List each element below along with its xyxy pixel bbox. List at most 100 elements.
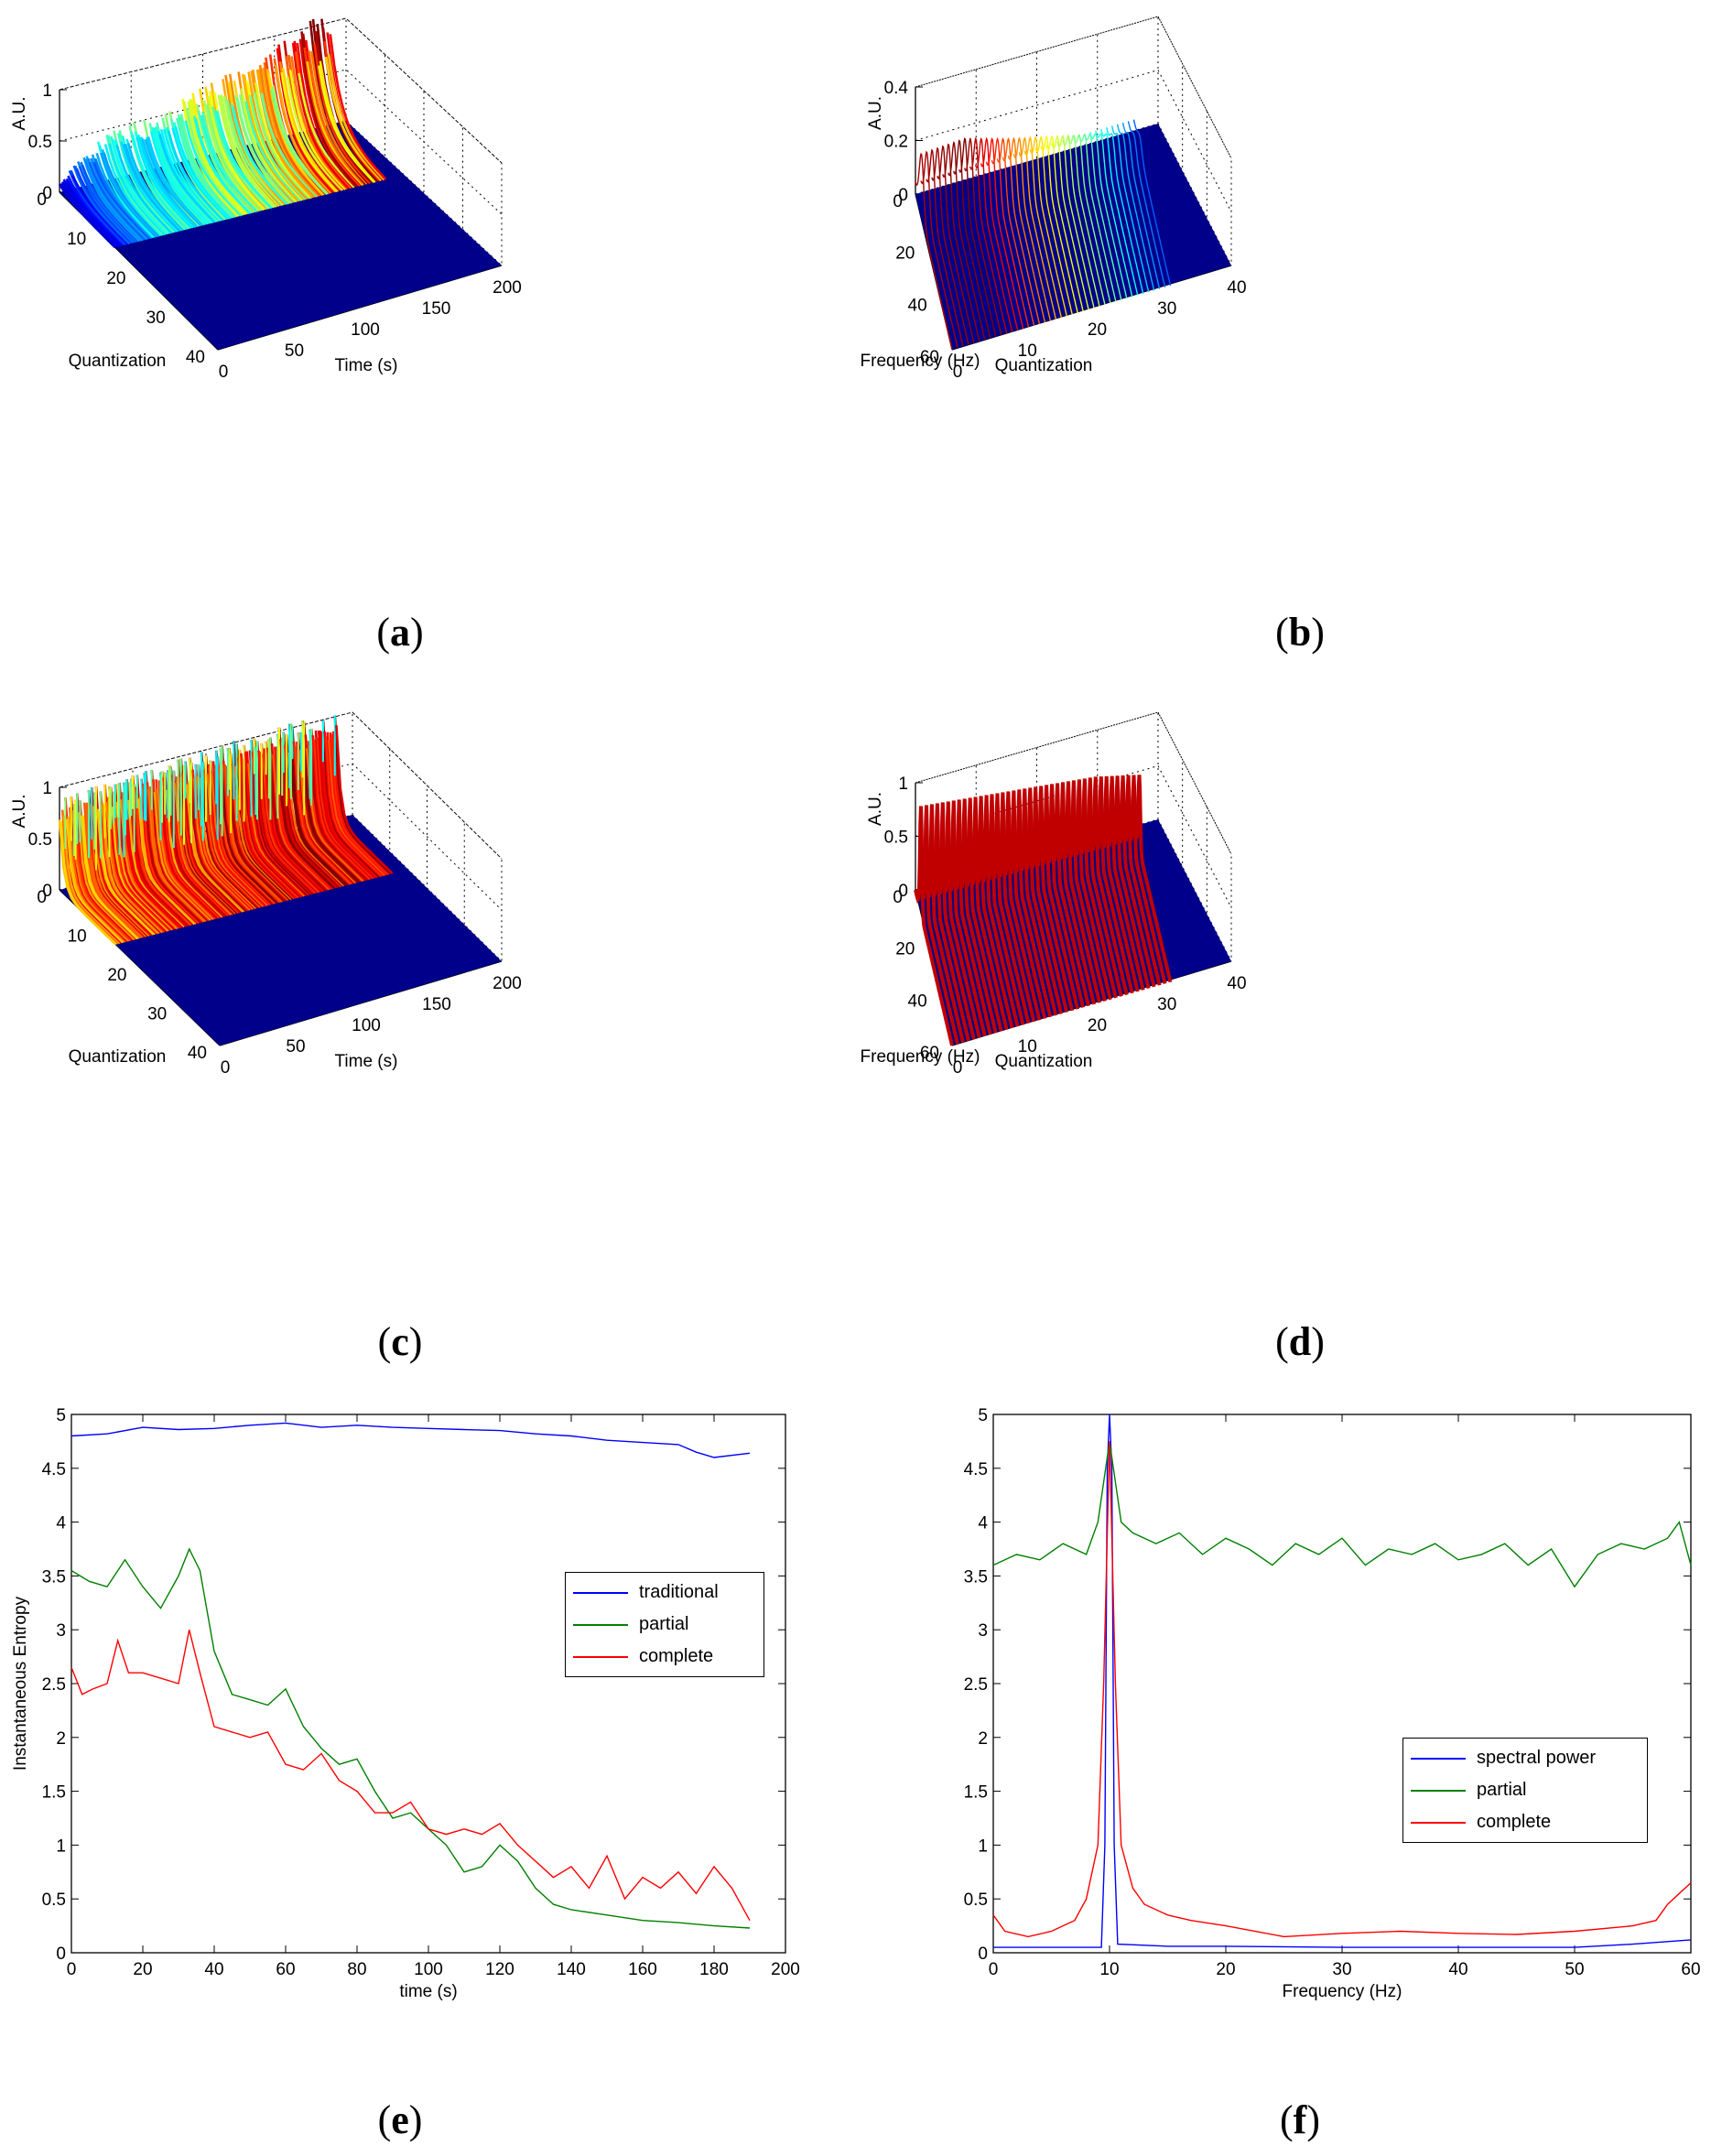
panel-c-surface-line [241, 758, 300, 899]
panel-c-surface-line [178, 776, 237, 915]
panel-a-surface-line [319, 60, 377, 183]
panel-b-ztick-label: 0.2 [884, 133, 908, 152]
panel-d-xlabel: Frequency (Hz) [861, 1047, 980, 1067]
panel-e-xtick-label: 140 [557, 1960, 586, 1979]
panel-d-surface-line [919, 805, 959, 1045]
panel-c-surface-line [257, 750, 316, 894]
panel-c-ylabel: Time (s) [335, 1052, 398, 1071]
panel-d-surface-line [1093, 776, 1134, 994]
panel-a-surface-line [171, 127, 230, 221]
panel-c-surface-line [273, 746, 332, 891]
panel-b-surface-line [1018, 136, 1056, 320]
panel-e-xtick-label: 40 [204, 1960, 223, 1979]
panel-c-ztick-label: 1 [42, 779, 52, 798]
panel-d-surface-line [946, 800, 987, 1037]
panel-f-series-partial [992, 1441, 1692, 1588]
panel-c-left-tick-label: 20 [107, 966, 126, 985]
panel-c-surface-line [316, 737, 374, 880]
panel-a-surface-line [197, 110, 255, 213]
panel-a-surface-line [138, 136, 197, 229]
panel-d-surface-line [1001, 791, 1042, 1021]
panel-c-surface-line [222, 760, 281, 904]
panel-f-ytick-label: 4 [978, 1514, 988, 1533]
panel-c-surface-line [126, 799, 186, 928]
panel-c-surface-line [299, 731, 359, 883]
panel-a-zlabel: A.U. [10, 97, 29, 131]
panel-f-xlabel: Frequency (Hz) [1283, 1982, 1402, 2001]
panel-c-surface-line [143, 773, 201, 924]
panel-e-ytick-label: 3 [56, 1621, 66, 1641]
panel-c-surface-line [108, 785, 167, 933]
panel-a-ylabel: Time (s) [335, 356, 398, 375]
panel-c-surface-line [254, 746, 313, 895]
panel-c-surface-line [141, 783, 200, 925]
panel-c-ztick-label: 0 [42, 882, 52, 901]
panel-c-surface-line [133, 784, 191, 926]
panel-a-surface-line [189, 99, 246, 216]
panel-a-surface-line [65, 178, 124, 247]
legend-f: spectral power partial complete [1402, 1738, 1648, 1843]
panel-a-left-tick-label: 0 [37, 190, 47, 210]
panel-c-surface-line [280, 737, 340, 889]
panel-a-left-tick-label: 40 [186, 348, 205, 367]
panel-c-surface-line [218, 766, 276, 905]
panel-a-surface-line [64, 180, 122, 247]
panel-c-surface-line [170, 775, 230, 916]
panel-a-surface-chart: 00.51010203040050100150200A.U.Quantizati… [10, 17, 522, 382]
panel-a-surface-line [202, 100, 261, 212]
panel-d-surface-line [1088, 776, 1129, 996]
panel-c-surface-line [206, 773, 265, 908]
panel-a-surface-line [254, 81, 312, 200]
panel-c-surface-line [309, 729, 367, 882]
panel-a-surface-line [131, 134, 190, 230]
panel-b-surface-line [1051, 135, 1089, 310]
panel-c-xlabel: Quantization [69, 1047, 167, 1067]
panel-a-surface-line [70, 174, 129, 245]
panel-c-surface-line [292, 741, 352, 885]
panel-a-surface-line [286, 75, 344, 191]
panel-e-ytick-label: 2 [56, 1729, 66, 1749]
panel-c-surface-line [203, 770, 262, 908]
panel-a-surface-line [108, 143, 167, 236]
panel-c-surface-line [74, 799, 133, 941]
panel-d-surface-line [1132, 775, 1173, 983]
panel-c-surface-line [92, 806, 150, 937]
panel-a-surface-line [176, 117, 233, 219]
panel-d-surface-line [995, 792, 1036, 1023]
panel-c-surface-line [189, 757, 247, 912]
panel-c-surface-line [314, 730, 374, 880]
panel-a-ztick-label: 0.5 [28, 133, 52, 152]
panel-e-ytick-label: 1.5 [42, 1783, 66, 1803]
panel-c-surface-line [156, 788, 215, 920]
panel-a-right-tick-label: 50 [285, 341, 304, 361]
panel-c-surface-line [128, 782, 187, 927]
panel-a-surface-line [184, 120, 243, 217]
panel-a-surface-line [186, 108, 244, 216]
panel-d-right-tick-label: 30 [1157, 995, 1176, 1014]
panel-b-surface-line [974, 137, 1013, 332]
panel-c-surface-line [262, 753, 320, 894]
panel-d-right-tick-label: 40 [1227, 974, 1246, 993]
panel-c-surface-line [329, 731, 388, 876]
panel-c-surface-line [228, 748, 287, 902]
panel-d-zlabel: A.U. [866, 792, 885, 826]
panel-d-surface-line [1099, 775, 1140, 992]
panel-c-surface-line [96, 808, 155, 936]
panel-a-left-grid [99, 54, 385, 233]
panel-e-ytick-label: 3.5 [42, 1567, 66, 1587]
caption-a: (a) [376, 610, 424, 655]
panel-d-surface-line [1017, 788, 1058, 1016]
panel-c-surface-line [111, 807, 169, 932]
panel-c-surface-line [251, 752, 310, 896]
panel-b-right-tick-label: 30 [1157, 299, 1176, 319]
panel-c-surface-line [157, 780, 216, 920]
panel-f-xtick-label: 10 [1099, 1960, 1119, 1979]
panel-b-surface-line [1034, 135, 1073, 315]
panel-a-surface-line [275, 64, 332, 194]
panel-a-surface-line [120, 141, 178, 233]
panel-c-surface-line [82, 802, 142, 939]
panel-a-surface-line [207, 95, 265, 211]
panel-c-surface-line [213, 764, 272, 905]
panel-a-surface-line [217, 94, 276, 209]
panel-c-surface-line [115, 801, 174, 931]
